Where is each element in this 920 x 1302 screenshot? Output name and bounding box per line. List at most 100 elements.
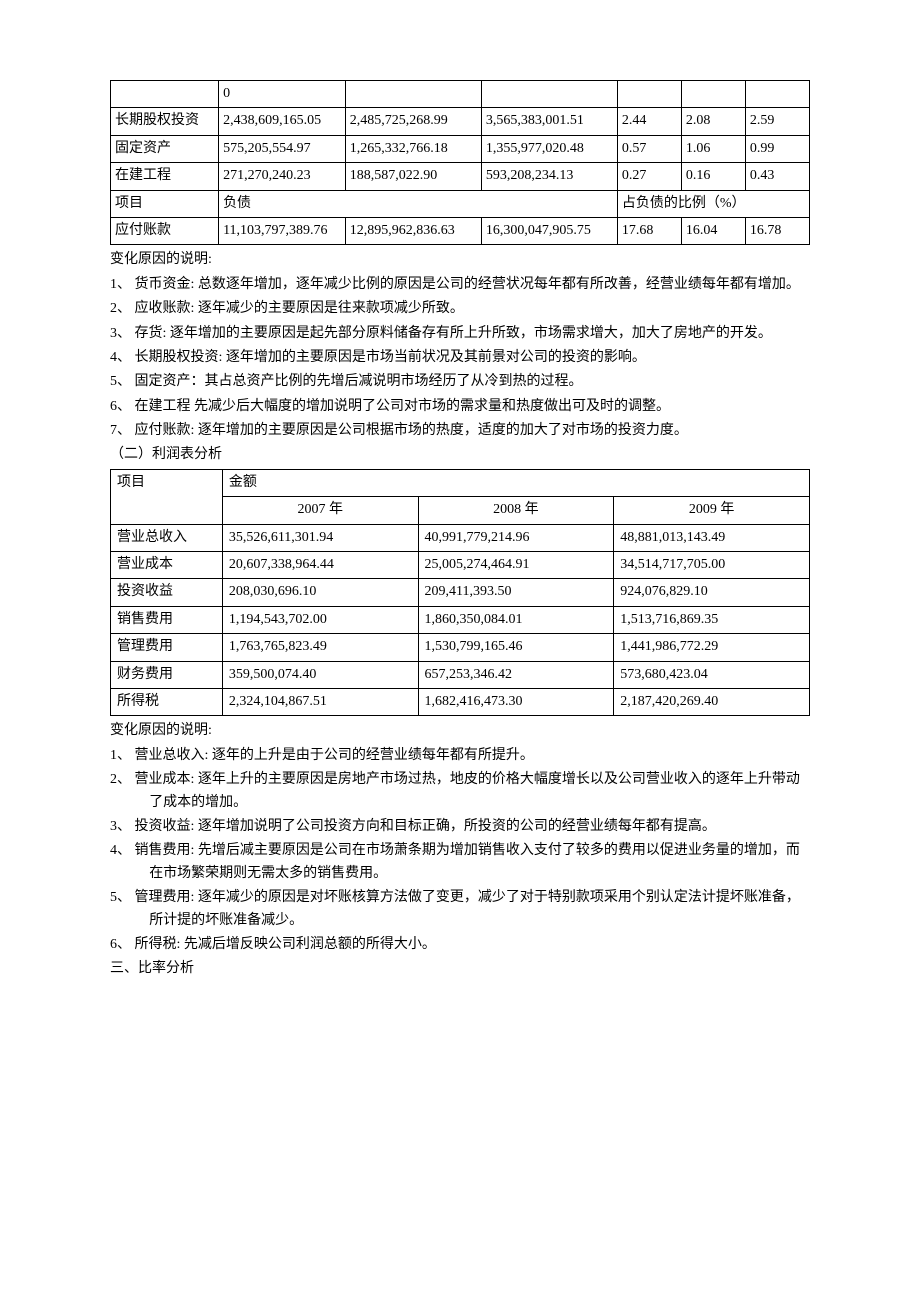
cell: 657,253,346.42 — [418, 661, 614, 688]
cell-item: 所得税 — [111, 688, 223, 715]
cell-item: 长期股权投资 — [111, 108, 219, 135]
cell-item: 在建工程 — [111, 163, 219, 190]
cell: 17.68 — [617, 217, 681, 244]
cell: 209,411,393.50 — [418, 579, 614, 606]
list-item: 1、 货币资金: 总数逐年增加，逐年减少比例的原因是公司的经营状况每年都有所改善… — [110, 274, 810, 296]
cell: 16.04 — [681, 217, 745, 244]
balance-sheet-table: 0 长期股权投资 2,438,609,165.05 2,485,725,268.… — [110, 80, 810, 245]
cell-item: 财务费用 — [111, 661, 223, 688]
cell-header-item: 项目 — [111, 469, 223, 524]
cell: 0.57 — [617, 135, 681, 162]
cell: 16.78 — [745, 217, 809, 244]
cell: 0.27 — [617, 163, 681, 190]
table-row: 固定资产 575,205,554.97 1,265,332,766.18 1,3… — [111, 135, 810, 162]
cell-header-liab: 负债 — [219, 190, 618, 217]
table-row: 财务费用 359,500,074.40 657,253,346.42 573,6… — [111, 661, 810, 688]
cell: 16,300,047,905.75 — [481, 217, 617, 244]
cell-header-ratio: 占负债的比例（%） — [617, 190, 809, 217]
cell: 359,500,074.40 — [222, 661, 418, 688]
table-header-row: 项目 金额 — [111, 469, 810, 496]
notes1-list: 1、 货币资金: 总数逐年增加，逐年减少比例的原因是公司的经营状况每年都有所改善… — [110, 274, 810, 443]
cell: 593,208,234.13 — [481, 163, 617, 190]
list-item: 2、 应收账款: 逐年减少的主要原因是往来款项减少所致。 — [110, 298, 810, 320]
table-row: 管理费用 1,763,765,823.49 1,530,799,165.46 1… — [111, 634, 810, 661]
cell-header-year: 2009 年 — [614, 497, 810, 524]
cell: 11,103,797,389.76 — [219, 217, 346, 244]
cell — [345, 81, 481, 108]
cell: 48,881,013,143.49 — [614, 524, 810, 551]
cell-item: 销售费用 — [111, 606, 223, 633]
cell: 1,355,977,020.48 — [481, 135, 617, 162]
cell: 35,526,611,301.94 — [222, 524, 418, 551]
cell: 2,438,609,165.05 — [219, 108, 346, 135]
table-row: 营业总收入 35,526,611,301.94 40,991,779,214.9… — [111, 524, 810, 551]
cell: 1.06 — [681, 135, 745, 162]
notes2-title: 变化原因的说明: — [110, 720, 810, 742]
cell-item: 营业总收入 — [111, 524, 223, 551]
table-row: 应付账款 11,103,797,389.76 12,895,962,836.63… — [111, 217, 810, 244]
table-header-row: 项目 负债 占负债的比例（%） — [111, 190, 810, 217]
list-item: 3、 投资收益: 逐年增加说明了公司投资方向和目标正确，所投资的公司的经营业绩每… — [110, 816, 810, 838]
cell: 25,005,274,464.91 — [418, 552, 614, 579]
income-statement-table: 项目 金额 2007 年 2008 年 2009 年 营业总收入 35,526,… — [110, 469, 810, 717]
cell: 271,270,240.23 — [219, 163, 346, 190]
list-item: 4、 销售费用: 先增后减主要原因是公司在市场萧条期为增加销售收入支付了较多的费… — [110, 840, 810, 885]
cell: 1,194,543,702.00 — [222, 606, 418, 633]
cell-item: 投资收益 — [111, 579, 223, 606]
table-row: 销售费用 1,194,543,702.00 1,860,350,084.01 1… — [111, 606, 810, 633]
cell: 12,895,962,836.63 — [345, 217, 481, 244]
list-item: 7、 应付账款: 逐年增加的主要原因是公司根据市场的热度，适度的加大了对市场的投… — [110, 420, 810, 442]
table-row: 投资收益 208,030,696.10 209,411,393.50 924,0… — [111, 579, 810, 606]
cell: 1,513,716,869.35 — [614, 606, 810, 633]
cell: 20,607,338,964.44 — [222, 552, 418, 579]
cell — [481, 81, 617, 108]
cell: 2.59 — [745, 108, 809, 135]
table-row: 所得税 2,324,104,867.51 1,682,416,473.30 2,… — [111, 688, 810, 715]
cell: 40,991,779,214.96 — [418, 524, 614, 551]
cell: 2,485,725,268.99 — [345, 108, 481, 135]
table-row-continuation: 0 — [111, 81, 810, 108]
cell-header-item: 项目 — [111, 190, 219, 217]
cell: 34,514,717,705.00 — [614, 552, 810, 579]
cell-item: 营业成本 — [111, 552, 223, 579]
cell — [111, 81, 219, 108]
cell: 3,565,383,001.51 — [481, 108, 617, 135]
cell-header-year: 2008 年 — [418, 497, 614, 524]
cell: 2.44 — [617, 108, 681, 135]
cell-item: 应付账款 — [111, 217, 219, 244]
list-item: 5、 管理费用: 逐年减少的原因是对坏账核算方法做了变更，减少了对于特别款项采用… — [110, 887, 810, 932]
list-item: 1、 营业总收入: 逐年的上升是由于公司的经营业绩每年都有所提升。 — [110, 745, 810, 767]
cell — [681, 81, 745, 108]
cell: 1,763,765,823.49 — [222, 634, 418, 661]
table-row: 长期股权投资 2,438,609,165.05 2,485,725,268.99… — [111, 108, 810, 135]
cell: 1,682,416,473.30 — [418, 688, 614, 715]
cell — [745, 81, 809, 108]
list-item: 6、 在建工程 先减少后大幅度的增加说明了公司对市场的需求量和热度做出可及时的调… — [110, 396, 810, 418]
list-item: 6、 所得税: 先减后增反映公司利润总额的所得大小。 — [110, 934, 810, 956]
cell: 1,441,986,772.29 — [614, 634, 810, 661]
cell: 924,076,829.10 — [614, 579, 810, 606]
cell-item: 固定资产 — [111, 135, 219, 162]
notes2-list: 1、 营业总收入: 逐年的上升是由于公司的经营业绩每年都有所提升。 2、 营业成… — [110, 745, 810, 957]
list-item: 5、 固定资产：其占总资产比例的先增后减说明市场经历了从冷到热的过程。 — [110, 371, 810, 393]
cell: 2.08 — [681, 108, 745, 135]
cell: 1,530,799,165.46 — [418, 634, 614, 661]
cell: 1,265,332,766.18 — [345, 135, 481, 162]
list-item: 2、 营业成本: 逐年上升的主要原因是房地产市场过热，地皮的价格大幅度增长以及公… — [110, 769, 810, 814]
cell: 188,587,022.90 — [345, 163, 481, 190]
table-row: 在建工程 271,270,240.23 188,587,022.90 593,2… — [111, 163, 810, 190]
notes1-title: 变化原因的说明: — [110, 249, 810, 271]
cell: 0.99 — [745, 135, 809, 162]
cell: 2,324,104,867.51 — [222, 688, 418, 715]
cell: 575,205,554.97 — [219, 135, 346, 162]
cell-item: 管理费用 — [111, 634, 223, 661]
list-item: 4、 长期股权投资: 逐年增加的主要原因是市场当前状况及其前景对公司的投资的影响… — [110, 347, 810, 369]
cell: 1,860,350,084.01 — [418, 606, 614, 633]
section3-title: 三、比率分析 — [110, 958, 810, 980]
table-row: 营业成本 20,607,338,964.44 25,005,274,464.91… — [111, 552, 810, 579]
cell: 2,187,420,269.40 — [614, 688, 810, 715]
cell: 0.16 — [681, 163, 745, 190]
section2-title: （二）利润表分析 — [110, 444, 810, 466]
cell: 0.43 — [745, 163, 809, 190]
cell-header-amount: 金额 — [222, 469, 809, 496]
